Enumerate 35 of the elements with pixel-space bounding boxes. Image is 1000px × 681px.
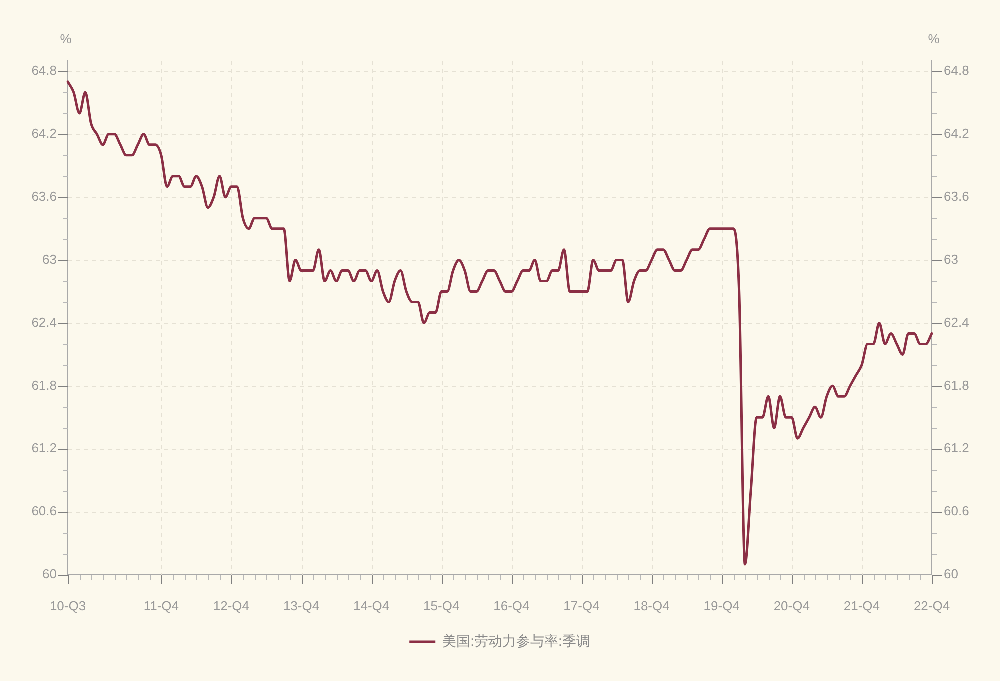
y2-tick-label: 61.8 bbox=[944, 378, 970, 393]
y2-tick-label: 61.2 bbox=[944, 440, 970, 456]
line-series bbox=[66, 80, 934, 566]
y-tick-label: 60.6 bbox=[32, 504, 57, 519]
y-tick-label: 61.8 bbox=[32, 378, 57, 393]
y-tick-label: 62.4 bbox=[32, 314, 57, 330]
x-tick-label: 17-Q4 bbox=[564, 598, 600, 614]
x-tick-label: 16-Q4 bbox=[494, 598, 530, 614]
y-tick-label: 63 bbox=[42, 252, 57, 267]
y2-tick-label: 64.8 bbox=[944, 63, 970, 78]
x-tick-label: 10-Q3 bbox=[50, 598, 86, 614]
x-tick-label: 19-Q4 bbox=[704, 598, 740, 614]
y-tick-label: 63.6 bbox=[32, 188, 57, 204]
x-tick-label: 18-Q4 bbox=[634, 598, 670, 614]
y-tick-label: 64.8 bbox=[32, 63, 57, 78]
x-tick-label: 15-Q4 bbox=[424, 598, 460, 614]
y2-tick-label: 63 bbox=[944, 252, 958, 267]
y2-tick-label: 60 bbox=[944, 566, 958, 582]
y-tick-label: 64.2 bbox=[32, 126, 57, 142]
y-axis-title: % bbox=[60, 32, 72, 47]
y2-tick-label: 62.4 bbox=[944, 314, 970, 330]
x-tick-label: 14-Q4 bbox=[353, 598, 390, 614]
x-tick-label: 21-Q4 bbox=[844, 598, 880, 614]
x-tick-label: 22-Q4 bbox=[914, 598, 950, 614]
x-tick-label: 12-Q4 bbox=[213, 598, 250, 614]
y-tick-label: 61.2 bbox=[32, 440, 57, 456]
x-tick-label: 11-Q4 bbox=[144, 598, 179, 614]
y-tick-label: 60 bbox=[42, 566, 57, 582]
y2-tick-label: 60.6 bbox=[944, 504, 970, 519]
x-tick-label: 20-Q4 bbox=[774, 598, 810, 614]
y2-axis-title: % bbox=[928, 32, 940, 47]
legend-label: 美国:劳动力参与率:季调 bbox=[442, 632, 590, 649]
x-tick-label: 13-Q4 bbox=[283, 598, 320, 614]
y2-tick-label: 64.2 bbox=[944, 126, 970, 142]
y2-tick-label: 63.6 bbox=[944, 188, 970, 204]
